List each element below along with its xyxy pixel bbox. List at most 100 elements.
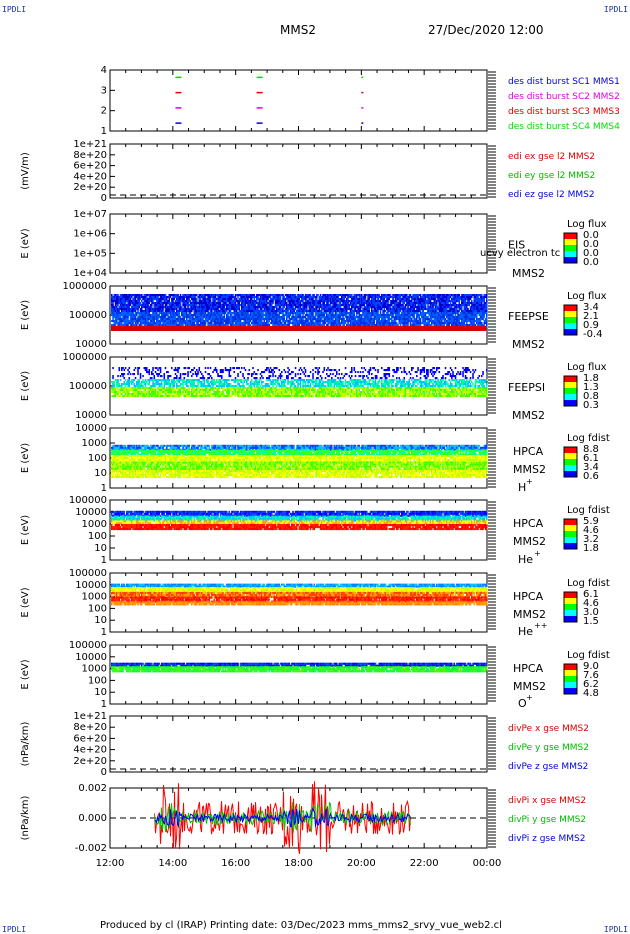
panel-p4-cell — [424, 302, 427, 305]
panel-p4-cell — [123, 318, 126, 321]
panel-p4-cell — [356, 304, 358, 307]
panel-p4-cell — [412, 296, 414, 299]
panel-p4-cell — [327, 318, 329, 321]
panel-p4-cell — [189, 302, 192, 305]
panel-p4-cell — [146, 312, 148, 315]
panel-p4-cell — [406, 310, 408, 313]
panel-p4-cell — [276, 310, 278, 313]
panel-p4-cell — [449, 296, 452, 299]
panel-p4-cell — [167, 310, 169, 313]
panel-p4-cell — [409, 302, 412, 305]
panel-p4-cell — [277, 308, 279, 311]
panel-p4-cell — [341, 322, 343, 325]
panel-p4-cell — [364, 322, 367, 325]
panel-p4-cell — [241, 310, 243, 313]
panel-p4-cell — [258, 300, 261, 303]
panel-p4-cell — [289, 298, 292, 301]
panel-p4-cell — [367, 310, 369, 313]
panel-p4-cell — [231, 314, 233, 317]
panel-p4-cell — [349, 302, 352, 305]
panel-p4-cell — [228, 298, 231, 301]
panel-p4-cell — [143, 306, 146, 309]
panel-p4-cell — [257, 312, 259, 315]
panel-p4-cell — [164, 310, 167, 313]
panel-p4-cell — [163, 318, 166, 321]
panel-p4-cell — [352, 300, 354, 303]
panel-p4-cell — [147, 302, 149, 305]
panel-p4-cell — [337, 300, 339, 303]
panel-p4-cell — [272, 296, 274, 299]
panel-p4-cell — [217, 298, 219, 301]
panel-p4-cell — [189, 310, 192, 313]
panel-p4-cell — [381, 298, 383, 301]
panel-p4-cell — [382, 294, 384, 297]
panel-p4-cell — [337, 304, 339, 307]
panel-p4-cell — [204, 314, 207, 317]
panel-p4-cell — [396, 310, 398, 313]
panel-p4-cell — [299, 322, 302, 325]
panel-p4-cell — [121, 298, 123, 301]
panel-p4-cell — [186, 302, 188, 305]
panel-p4-cell — [163, 312, 166, 315]
panel-p4-cell — [153, 318, 156, 321]
panel-p4-cell — [153, 310, 156, 313]
panel-p4-cell — [451, 316, 453, 319]
panel-p4-cell — [371, 294, 373, 297]
panel-p4-cell — [317, 304, 319, 307]
panel-p4-cell — [373, 300, 376, 303]
panel-p4-cell — [144, 318, 147, 321]
panel-p4-cell — [309, 304, 312, 307]
panel-p4-cell — [447, 306, 449, 309]
panel-p4-cell — [393, 304, 396, 307]
panel-p4-cell — [289, 306, 292, 309]
panel-p4-cell — [412, 294, 414, 297]
panel-p4-cell — [327, 310, 329, 313]
panel-p4-cell — [142, 304, 144, 307]
panel-p4-cell — [248, 314, 251, 317]
panel-p4-cell — [208, 304, 211, 307]
panel-p4-cell — [204, 318, 207, 321]
panel-p4-cell — [456, 300, 458, 303]
panel-p4-cell — [421, 322, 423, 325]
panel-p4-cell — [443, 308, 446, 311]
panel-p4-cell — [391, 302, 393, 305]
panel-p4-cell — [196, 300, 198, 303]
panel-p4-cell — [261, 294, 263, 297]
panel-p4-cell — [324, 298, 327, 301]
panel-p4-cell — [406, 302, 408, 305]
panel-p4-cell — [407, 306, 409, 309]
panel-p4-cell — [316, 300, 318, 303]
panel-p4-cell — [363, 318, 366, 321]
panel-p4-cell — [362, 314, 364, 317]
panel-p4-cell — [322, 316, 324, 319]
panel-p4-cell — [299, 318, 302, 321]
panel-p4-cell — [382, 314, 384, 317]
panel-p4-cell — [247, 318, 249, 321]
panel-p4-cell — [433, 316, 436, 319]
panel-p4-cell — [346, 294, 348, 297]
panel-p4-cell — [209, 318, 212, 321]
panel-p4-cell — [229, 320, 232, 323]
panel-p4-cell — [394, 294, 397, 297]
panel-p4-cell — [366, 294, 368, 297]
panel-p4-cell — [296, 306, 298, 309]
panel-p4-cell — [451, 310, 453, 313]
panel-p4-cell — [243, 294, 246, 297]
panel-p4-cell — [204, 312, 207, 315]
panel-p4-cell — [403, 298, 406, 301]
panel-p4-cell — [112, 310, 114, 313]
panel-p4-cell — [196, 302, 198, 305]
panel-p4-cell — [187, 310, 189, 313]
panel-p4-cell — [237, 300, 239, 303]
panel-p4-cell — [316, 320, 318, 323]
panel-p4-cell — [199, 318, 202, 321]
panel-p4-cell — [348, 324, 351, 327]
panel-p4-cell — [302, 302, 304, 305]
panel-p4-cell — [453, 324, 456, 327]
panel-p4-cell — [446, 296, 448, 299]
panel-p4-cell — [464, 316, 467, 319]
panel-p4-cell — [222, 322, 224, 325]
panel-p4-cell — [432, 306, 434, 309]
panel-p4-cell — [277, 320, 279, 323]
panel-p4-cell — [414, 320, 417, 323]
